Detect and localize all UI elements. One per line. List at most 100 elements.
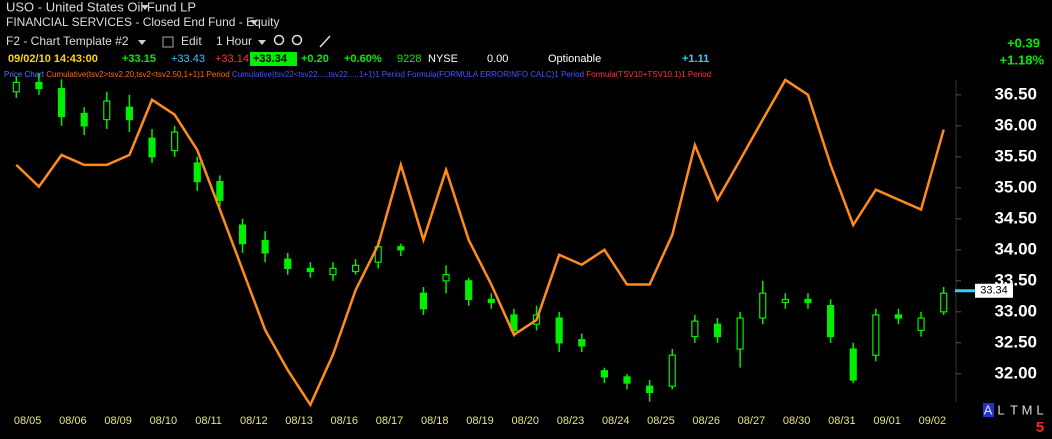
dropdown-arrow[interactable] (138, 40, 146, 45)
dropdown-arrow[interactable] (250, 20, 258, 25)
x-tick-label: 08/18 (421, 415, 449, 427)
x-tick-label: 08/30 (783, 415, 811, 427)
quote-low: +33.14 (215, 53, 249, 65)
candle-body (12, 81, 20, 93)
x-tick-label: 08/20 (511, 415, 539, 427)
candle-body (329, 267, 337, 276)
x-tick-label: 08/16 (331, 415, 359, 427)
last-price-box (975, 283, 1013, 298)
day-change-pct: +1.18% (1000, 52, 1045, 67)
candle-body (668, 354, 676, 387)
legend-line: Price Chart Cumulative(tsv2>tsv2.20,tsv2… (4, 70, 711, 79)
x-tick-label: 08/12 (240, 415, 268, 427)
legend-entry: Cumulative(tsv2>tsv2.20,tsv2<tsv2.50,1+1… (46, 70, 229, 79)
zoom-out-icon[interactable] (291, 34, 303, 46)
last-price-label: 33.34 (980, 285, 1008, 297)
dropdown-arrow[interactable] (258, 40, 266, 45)
x-tick-label: 09/02 (919, 415, 947, 427)
candle-body (103, 100, 111, 121)
zoom-in-icon[interactable] (273, 34, 285, 46)
footer-buttons: A L T M L5 (983, 402, 1044, 436)
candle-body (284, 258, 292, 270)
footer-button[interactable]: A (984, 402, 993, 417)
y-tick-label: 35.50 (994, 146, 1037, 165)
candle-body (238, 224, 247, 245)
x-tick-label: 08/27 (738, 415, 766, 427)
candle-body (713, 323, 722, 338)
legend-entry: Formula(FORMULA ERRORINFO CALC)1 Period (407, 70, 584, 79)
quote-change-pct: +0.60% (344, 53, 382, 65)
candle-body (736, 317, 744, 350)
quote-high: +33.43 (171, 53, 205, 65)
y-tick-label: 36.50 (994, 84, 1037, 103)
legend-entry: Cumulative(tsv22<tsv22.....tsv22.....1+1… (232, 70, 405, 79)
candle-body (419, 292, 428, 310)
footer-button[interactable]: T (1010, 402, 1018, 417)
last-highlight (250, 52, 297, 66)
draw-icon[interactable] (319, 35, 331, 48)
legend-entry: Formula(TSV10+TSV10.1)1 Period (586, 70, 711, 79)
quote-field: 0.00 (487, 53, 508, 65)
y-tick-label: 34.50 (994, 208, 1037, 227)
candle-body (35, 81, 43, 90)
template-menu[interactable]: F2 - Chart Template #2 (6, 34, 129, 48)
button-highlight (983, 403, 994, 417)
y-tick-label: 35.00 (994, 177, 1037, 196)
candle-body (646, 385, 654, 394)
symbol-subtitle: FINANCIAL SERVICES - Closed End Fund - E… (6, 15, 279, 29)
y-tick-label: 34.00 (994, 239, 1037, 258)
x-tick-label: 08/09 (104, 415, 132, 427)
candle-body (125, 106, 134, 121)
candle-body (872, 314, 880, 356)
interval-menu[interactable]: 1 Hour (216, 34, 252, 48)
x-tick-label: 08/31 (828, 415, 856, 427)
candle-body (442, 274, 450, 282)
x-tick-label: 08/19 (466, 415, 494, 427)
candle-body (193, 162, 201, 183)
x-tick-label: 08/26 (692, 415, 720, 427)
dropdown-arrow[interactable] (141, 5, 149, 10)
x-tick-label: 08/06 (59, 415, 87, 427)
candle-body (623, 376, 631, 384)
quote-volume: 9228 (397, 53, 421, 65)
candle-body (351, 264, 360, 273)
footer-button[interactable]: L (1036, 402, 1043, 417)
edit-button[interactable]: Edit (181, 34, 202, 48)
candle-body (940, 292, 948, 313)
quote-last: +33.34 (253, 53, 288, 65)
candle-body (306, 267, 314, 273)
symbol-title: USO - United States Oil Fund LP (6, 0, 196, 14)
y-tick-label: 32.50 (994, 332, 1037, 351)
candle-body (261, 239, 269, 254)
plot: 32.0032.5033.0033.5034.0034.5035.0035.50… (12, 73, 1037, 427)
candle-body (894, 314, 903, 319)
candle-body (397, 246, 405, 251)
candle-body (826, 305, 835, 338)
x-tick-label: 08/13 (285, 415, 313, 427)
legend-entry: Price Chart (4, 70, 45, 79)
candle-body (148, 137, 156, 158)
footer-button[interactable]: M (1022, 402, 1033, 417)
edit-icon[interactable] (162, 36, 174, 48)
y-tick-label: 33.00 (994, 301, 1037, 320)
y-tick-label: 36.00 (994, 115, 1037, 134)
quote-open: +33.15 (122, 53, 156, 65)
x-tick-label: 08/11 (195, 415, 222, 427)
quote-extra: +1.11 (682, 53, 709, 65)
candle-body (57, 88, 66, 118)
x-tick-label: 08/23 (557, 415, 585, 427)
candle-body (849, 348, 857, 381)
footer-button[interactable]: L (997, 402, 1004, 417)
x-tick-label: 09/01 (873, 415, 901, 427)
footer-badge: 5 (1036, 419, 1044, 436)
candle-body (465, 280, 473, 301)
candle-body (555, 317, 563, 344)
candle-body (487, 298, 495, 304)
candle-body (804, 298, 812, 304)
day-change: +0.39 (1007, 35, 1040, 50)
quote-options: Optionable (548, 53, 601, 65)
candle-body (216, 181, 224, 201)
